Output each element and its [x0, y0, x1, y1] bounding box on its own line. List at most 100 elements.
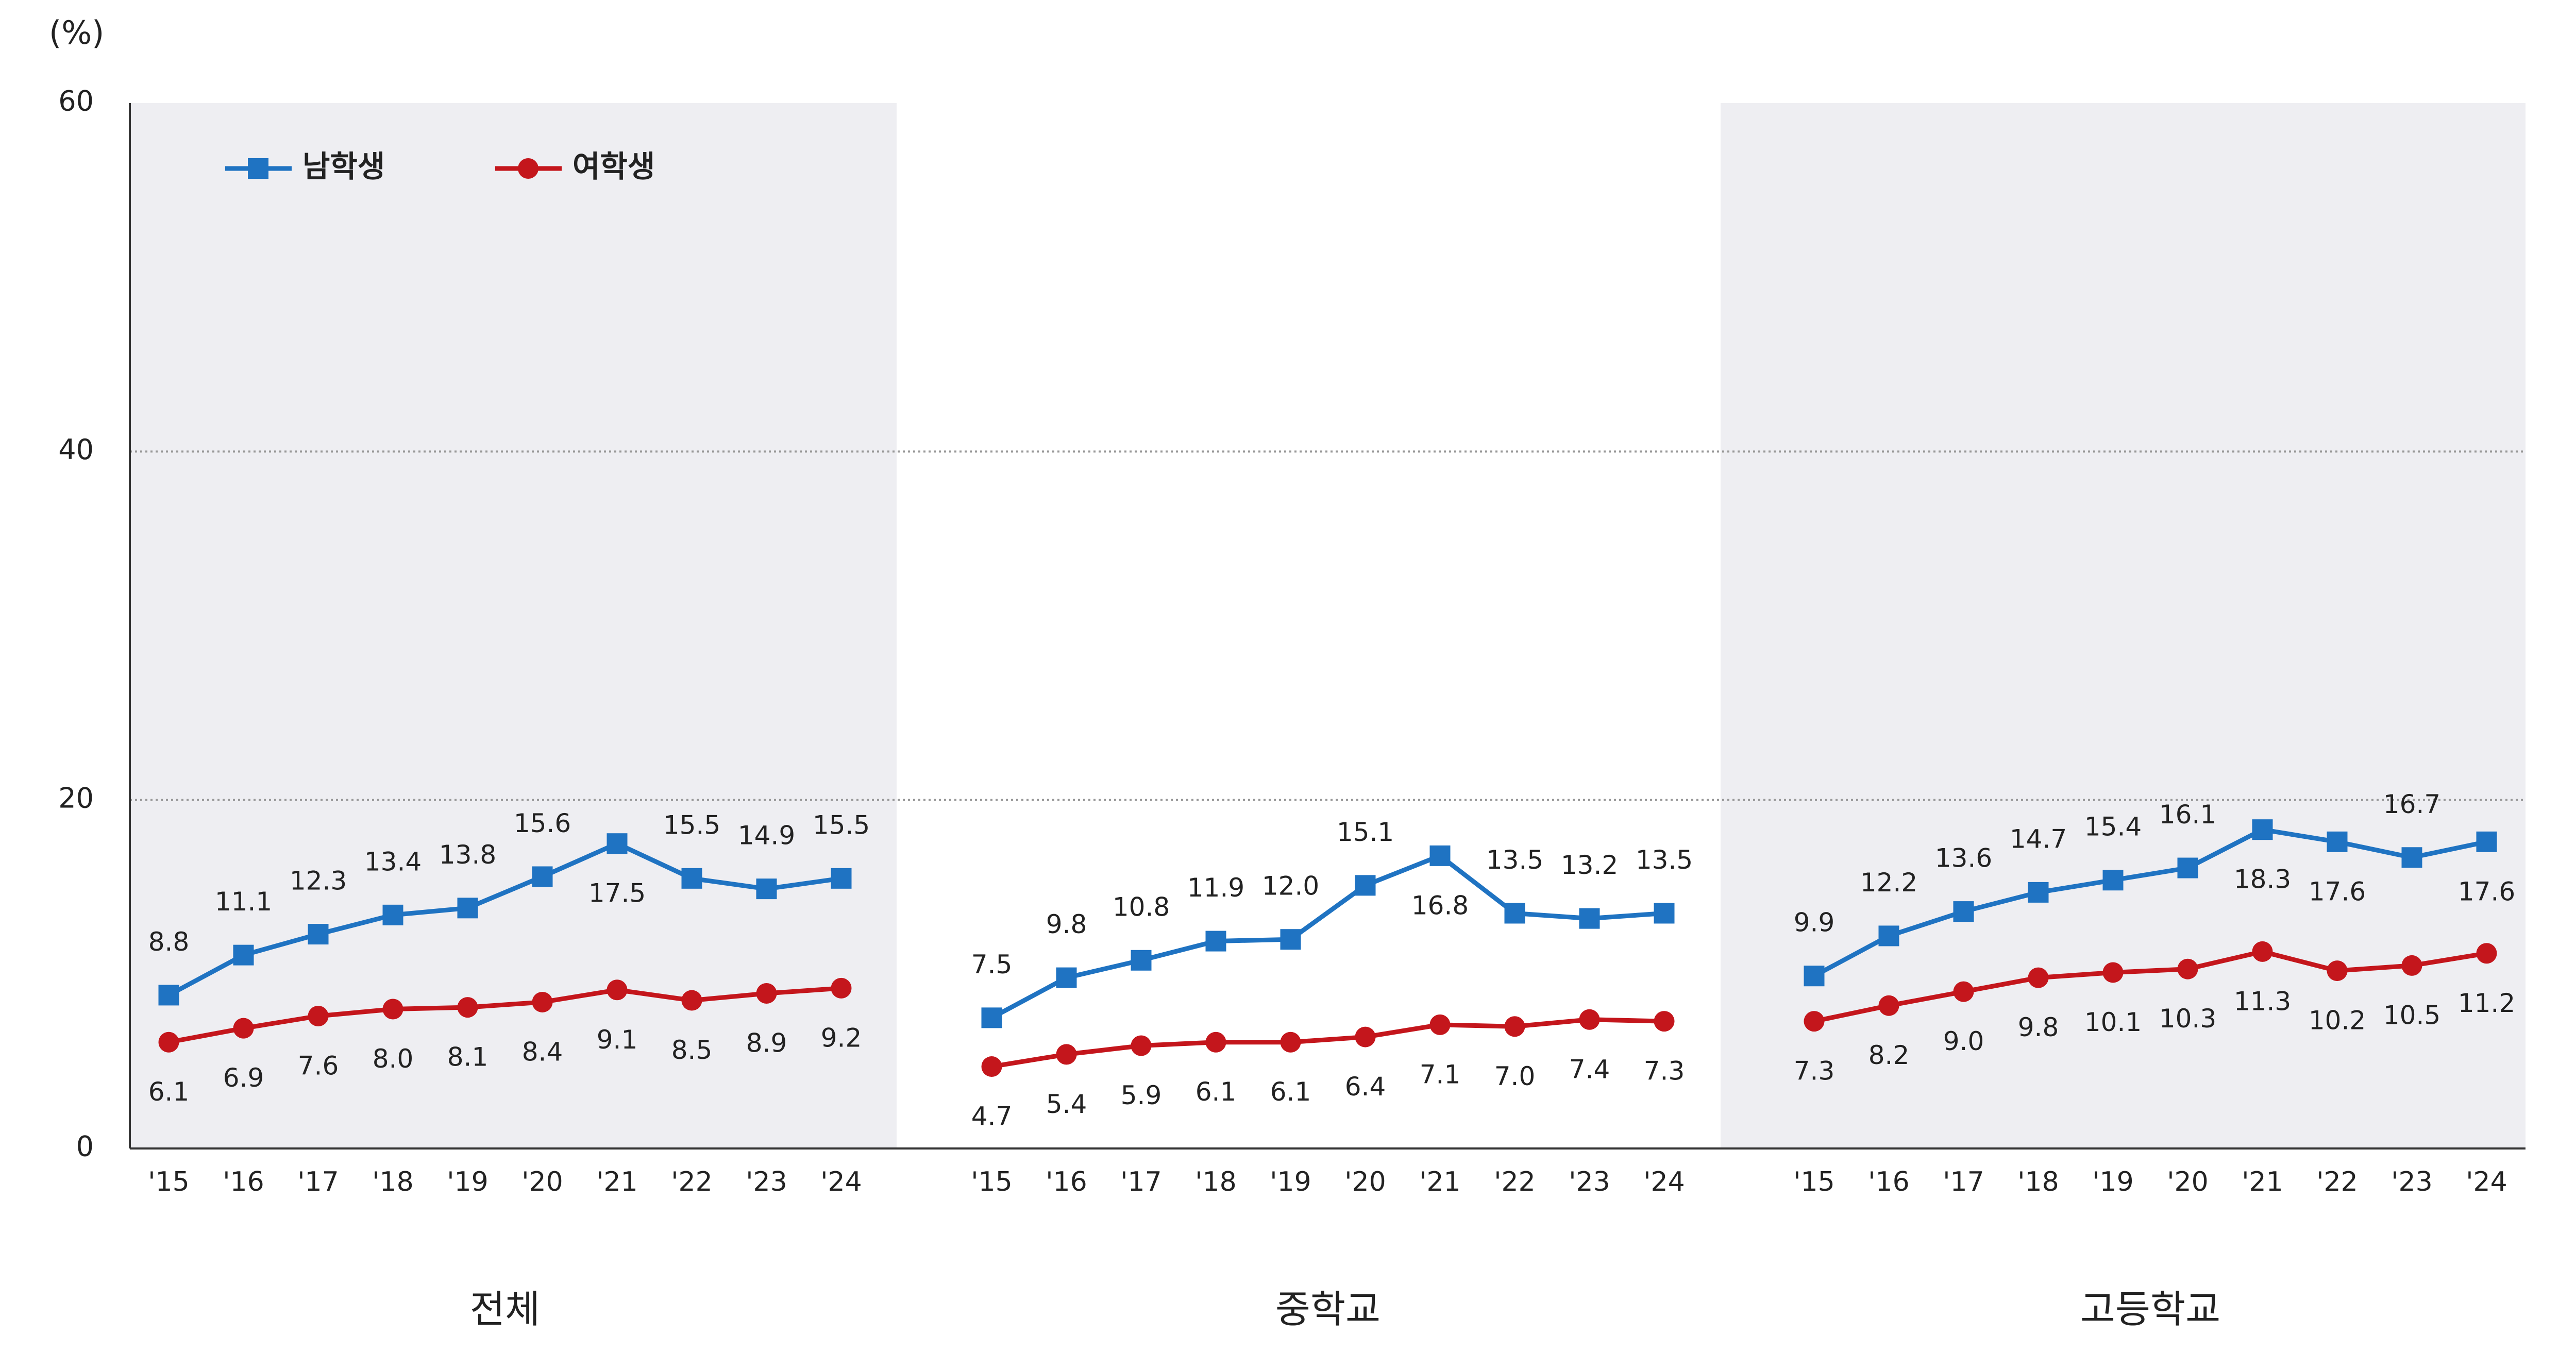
value-label: 8.8 [148, 927, 190, 957]
value-label: 17.6 [2458, 876, 2515, 906]
x-tick-label: '19 [2092, 1167, 2133, 1197]
value-label: 13.6 [1935, 843, 1992, 873]
marker [756, 878, 777, 900]
value-label: 7.0 [1494, 1061, 1536, 1091]
x-tick-label: '23 [2391, 1167, 2432, 1197]
value-label: 13.5 [1486, 845, 1543, 875]
value-label: 16.1 [2159, 800, 2216, 830]
marker [1579, 1009, 1600, 1030]
value-label: 16.8 [1411, 890, 1469, 920]
x-tick-label: '22 [2316, 1167, 2358, 1197]
marker [2177, 958, 2198, 979]
value-label: 6.1 [148, 1077, 190, 1107]
x-tick-label: '24 [1643, 1167, 1685, 1197]
marker [308, 924, 329, 945]
value-label: 8.5 [671, 1035, 713, 1065]
x-tick-label: '21 [596, 1167, 637, 1197]
marker [457, 898, 478, 919]
marker [308, 1005, 329, 1026]
y-axis-label: (%) [49, 14, 104, 52]
value-label: 17.5 [588, 878, 646, 908]
value-label: 12.2 [1860, 868, 1917, 898]
x-tick-label: '18 [372, 1167, 413, 1197]
legend-label: 여학생 [573, 149, 655, 184]
marker [1355, 1026, 1376, 1047]
x-tick-label: '20 [1344, 1167, 1386, 1197]
value-label: 10.8 [1113, 892, 1170, 922]
marker [382, 999, 403, 1020]
x-tick-label: '15 [1793, 1167, 1834, 1197]
marker [2327, 831, 2348, 852]
value-label: 6.1 [1270, 1077, 1311, 1107]
marker [1056, 967, 1077, 988]
marker [1131, 950, 1152, 971]
marker [2476, 943, 2497, 964]
value-label: 7.6 [298, 1051, 339, 1080]
series-line [1813, 949, 2487, 1024]
value-label: 9.0 [1943, 1026, 1984, 1056]
marker [2252, 941, 2273, 962]
series-line [168, 986, 841, 1045]
value-label: 11.2 [2458, 988, 2515, 1018]
value-label: 11.1 [215, 887, 272, 917]
value-label: 4.7 [971, 1102, 1013, 1131]
panel-background [130, 103, 897, 1148]
marker [981, 1007, 1002, 1028]
series-line [991, 1017, 1664, 1069]
x-tick-label: '15 [148, 1167, 189, 1197]
marker [1355, 875, 1376, 896]
marker [518, 158, 538, 179]
value-label: 9.1 [597, 1025, 638, 1055]
marker [1429, 845, 1451, 866]
value-label: 11.9 [1187, 873, 1244, 903]
x-tick-label: '16 [1046, 1167, 1087, 1197]
marker [1804, 966, 1825, 987]
panel-background [1721, 103, 2526, 1148]
marker [158, 985, 179, 1006]
marker [1429, 1014, 1451, 1035]
marker [2028, 967, 2049, 988]
x-tick-label: '21 [1419, 1167, 1460, 1197]
x-tick-label: '20 [2167, 1167, 2208, 1197]
marker [457, 997, 478, 1018]
marker [2401, 955, 2422, 976]
marker [2476, 831, 2497, 852]
value-label: 10.5 [2383, 1000, 2440, 1030]
value-label: 8.0 [373, 1044, 414, 1074]
marker [532, 866, 553, 887]
marker [1654, 903, 1675, 924]
x-tick-label: '23 [746, 1167, 787, 1197]
marker [1878, 995, 1899, 1016]
value-label: 10.3 [2159, 1004, 2216, 1034]
marker [1280, 929, 1301, 950]
value-label: 8.1 [447, 1042, 489, 1072]
legend-label: 남학생 [302, 149, 385, 184]
marker [831, 977, 852, 999]
marker [2102, 962, 2124, 983]
x-tick-label: '16 [1868, 1167, 1909, 1197]
series-line [990, 853, 1664, 1020]
marker [1804, 1011, 1825, 1032]
value-label: 10.2 [2309, 1006, 2366, 1036]
y-tick-label: 40 [58, 433, 94, 466]
marker [607, 833, 628, 854]
marker [158, 1032, 179, 1053]
marker [1205, 1032, 1226, 1053]
x-tick-label: '18 [1195, 1167, 1236, 1197]
x-tick-label: '24 [2466, 1167, 2507, 1197]
value-label: 15.5 [813, 810, 870, 840]
marker [1654, 1011, 1675, 1032]
value-label: 12.3 [290, 866, 347, 896]
marker [1504, 1016, 1525, 1037]
x-tick-label: '24 [820, 1167, 862, 1197]
value-label: 9.8 [1046, 909, 1087, 939]
marker [233, 944, 254, 966]
marker [2327, 960, 2348, 982]
value-label: 13.4 [364, 847, 422, 876]
value-label: 7.1 [1420, 1059, 1461, 1089]
marker [2401, 847, 2422, 868]
value-label: 7.3 [1794, 1056, 1835, 1086]
value-label: 13.8 [439, 840, 496, 870]
marker [233, 1018, 254, 1039]
